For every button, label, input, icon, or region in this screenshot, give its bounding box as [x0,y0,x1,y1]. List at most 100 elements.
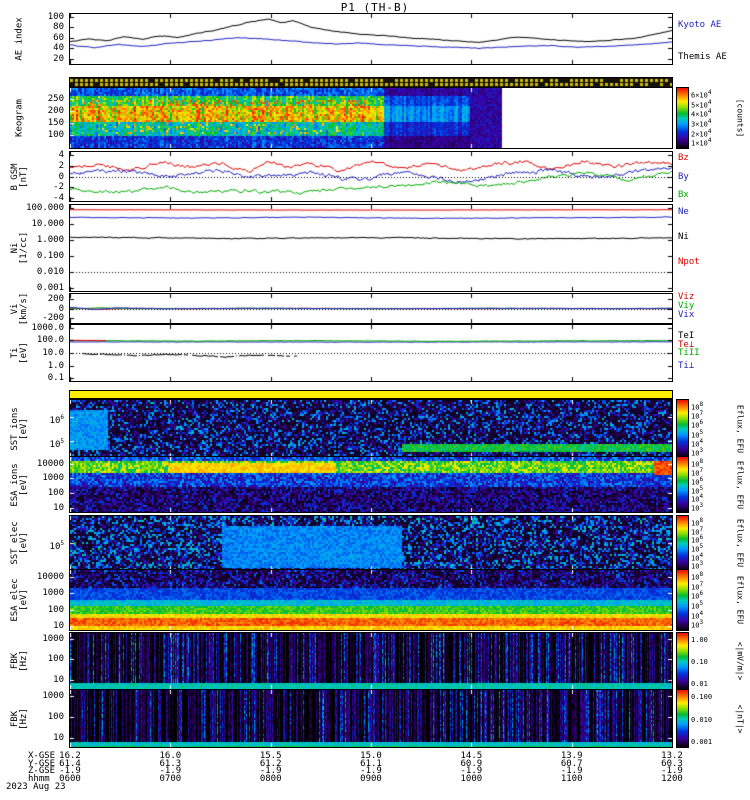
sst-ion-canvas [70,400,672,457]
esa-elec-colorbar-unit: Eflux, EFU [735,575,745,625]
panel-ybar [69,390,673,399]
panel-ni [69,204,673,292]
esa-elec-axis-label: ESA elec [eV] [10,578,29,622]
footer-value: 15.5 [259,751,282,761]
bgsm-canvas [70,152,672,201]
ti-series-label: TiII [678,348,700,358]
fbk1-ytick: 10 [53,675,64,686]
ae-ytick: 100 [47,11,64,22]
panel-esa-elec [69,569,673,631]
plot-title: P1 (TH-B) [340,1,410,14]
footer-value: -1.9 [360,766,382,776]
esa-ion-colorbar-tick: 103 [691,502,704,513]
fbk2-colorbar-tick: 0.100 [691,693,713,702]
keogram-canvas [70,88,672,148]
panel-keogram [69,87,673,149]
ti-series-label: Te⊥ [678,340,695,351]
ti-ytick: 1000.0 [31,322,64,333]
esa-elec-ytick: 10000 [36,572,64,583]
fbk2-colorbar-tick: 0.010 [691,715,713,724]
fbk2-ytick: 10 [53,732,64,743]
ni-ytick: 10.000 [31,219,64,230]
fbk1-colorbar-unit: <|mV/m|> [735,641,745,681]
sst-ion-colorbar-canvas [677,400,688,457]
footer-value: 16.2 [59,751,81,761]
vi-ytick: 200 [47,293,64,304]
ae-series-label: Kyoto AE [678,20,722,30]
ae-ytick: 40 [53,43,64,54]
sst-elec-ytick: 105 [49,540,64,552]
panel-ae [69,13,673,65]
footer-value: 61.3 [159,758,182,769]
sst-ion-colorbar [676,399,689,458]
footer-value: 13.2 [661,751,683,761]
sst-elec-colorbar-tick: 106 [691,534,704,545]
bgsm-ytick: 2 [58,160,64,171]
esa-elec-ytick: 10 [53,620,64,631]
esa-elec-colorbar-canvas [677,570,688,630]
keogram-ytick: 200 [47,105,64,116]
esa-ion-ytick: 10000 [36,458,64,469]
panel-vi [69,293,673,324]
footer-value: 61.1 [360,758,382,769]
ti-ytick: 1.0 [47,360,64,371]
fbk2-colorbar-unit: <|nT|> [735,704,745,733]
bgsm-series-label: Bz [678,152,689,163]
keogram-colorbar-canvas [677,88,688,148]
footer-value: 1100 [560,773,583,784]
sst-elec-canvas [70,516,672,570]
panel-bgsm [69,151,673,202]
ae-ytick: 80 [53,22,64,33]
ti-ytick: 10.0 [42,348,64,358]
ti-ytick: 100.0 [36,335,64,346]
ti-ytick: 0.1 [47,373,64,384]
footer-value: 16.0 [159,751,182,761]
ni-ytick: 0.100 [36,250,64,261]
keogram-colorbar-tick: 4×104 [691,108,712,119]
bgsm-ytick: 0 [58,171,64,182]
footer-value: 13.9 [560,751,583,761]
sst-ion-colorbar-tick: 105 [691,428,704,439]
ni-ytick: 0.001 [36,282,64,293]
sst-ion-colorbar-tick: 103 [691,446,704,458]
sst-ion-ytick: 105 [49,438,64,451]
sst-elec-colorbar-tick: 105 [691,543,704,554]
sst-ion-colorbar-tick: 108 [691,401,704,412]
esa-elec-colorbar-tick: 104 [691,609,704,620]
sst-ion-colorbar-tick: 106 [691,419,704,430]
ni-ytick: 100.000 [26,203,64,214]
keogram-colorbar-tick: 1×104 [691,137,712,148]
footer-value: 0700 [159,773,182,784]
panel-sst-ion [69,399,673,458]
bgsm-ytick: -2 [53,182,64,193]
esa-ion-ytick: 10 [53,503,64,514]
ae-ytick: 60 [53,32,64,43]
fbk1-colorbar-tick: 0.01 [691,680,708,689]
esa-elec-colorbar-tick: 105 [691,600,704,611]
fbk2-ytick: 100 [47,711,64,722]
footer-value: 1000 [460,773,483,784]
ni-canvas [70,205,672,291]
footer-row-label: Y-GSE [28,758,56,769]
esa-ion-colorbar-tick: 105 [691,484,704,495]
sst-elec-colorbar-tick: 104 [691,551,704,562]
footer-value: -1.9 [59,766,81,776]
fbk2-colorbar-canvas [677,690,688,747]
sst-ion-ytick: 106 [49,414,64,427]
footer-date: 2023 Aug 23 [6,782,66,792]
keogram-colorbar-unit: [counts] [735,98,745,138]
fbk1-colorbar [676,632,689,690]
keogram-colorbar-tick: 5×104 [691,98,712,110]
fbk1-colorbar-tick: 1.00 [691,636,708,645]
esa-elec-canvas [70,570,672,630]
vi-series-label: Vix [678,310,695,321]
footer-value: -1.9 [159,766,182,776]
keostrip-canvas [70,78,672,87]
ni-series-label: Ne [678,206,689,217]
esa-elec-colorbar [676,569,689,631]
footer-row-label: X-GSE [28,751,56,761]
fbk2-colorbar [676,689,689,748]
footer-row-label: Z-GSE [28,766,56,776]
vi-canvas [70,294,672,323]
fbk1-canvas [70,633,672,689]
